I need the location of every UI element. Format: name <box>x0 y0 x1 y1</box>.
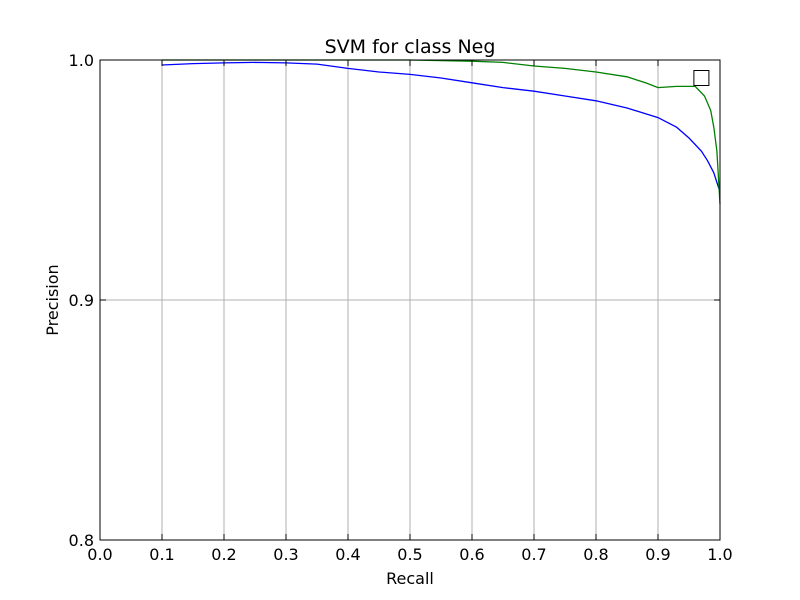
x-tick-label: 0.0 <box>87 545 112 564</box>
series-layer <box>161 59 721 205</box>
x-tick-label: 0.5 <box>397 545 422 564</box>
tick-layer: 0.0 0.1 0.2 0.3 0.4 0.5 0.6 0.7 0.8 0.9 1.0 0.8 0.9 1… <box>69 51 733 564</box>
x-tick-label: 0.6 <box>459 545 484 564</box>
marker-layer <box>693 70 710 86</box>
x-tick-label: 0.3 <box>273 545 298 564</box>
chart-title: SVM for class Neg <box>325 36 496 58</box>
x-tick-label: 0.2 <box>211 545 236 564</box>
x-tick-label: 0.9 <box>645 545 670 564</box>
grid <box>99 59 721 541</box>
y-tick-label: 0.8 <box>69 531 94 550</box>
y-tick-label: 1.0 <box>69 51 94 70</box>
x-axis-label: Recall <box>386 569 434 588</box>
x-tick-label: 0.1 <box>149 545 174 564</box>
x-tick-label: 0.7 <box>521 545 546 564</box>
x-tick-label: 0.4 <box>335 545 360 564</box>
series-line-2 <box>162 59 721 205</box>
series-line-1 <box>161 61 721 193</box>
x-tick-label: 0.8 <box>583 545 608 564</box>
x-tick-label: 1.0 <box>707 545 732 564</box>
operating-point-marker <box>693 70 710 86</box>
y-tick-label: 0.9 <box>69 291 94 310</box>
y-axis-label: Precision <box>43 264 62 335</box>
